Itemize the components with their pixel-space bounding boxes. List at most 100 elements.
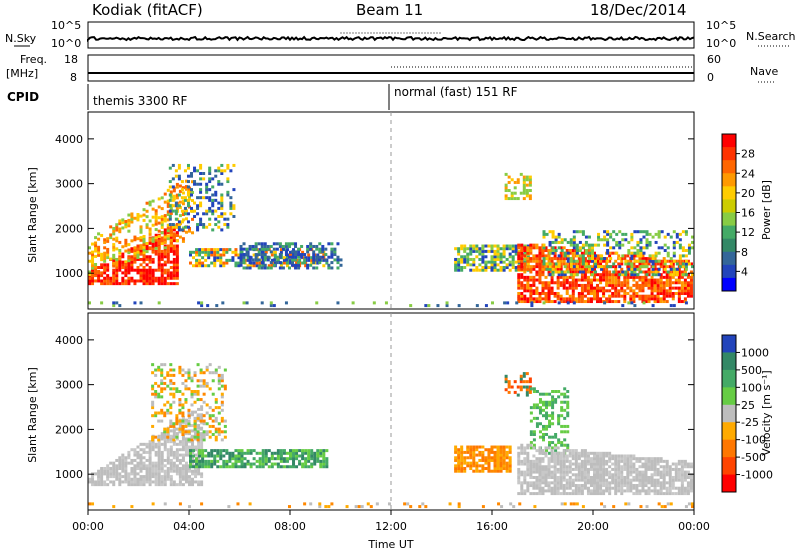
heatmap-cell [541, 286, 545, 290]
heatmap-cell [454, 458, 458, 462]
heatmap-cell [568, 451, 572, 455]
heatmap-cell [201, 250, 205, 254]
heatmap-cell [568, 286, 572, 290]
heatmap-cell [563, 273, 567, 277]
heatmap-cell [263, 255, 267, 259]
heatmap-cell [169, 373, 173, 377]
heatmap-cell [621, 238, 625, 242]
heatmap-cell [505, 266, 509, 270]
heatmap-cell [181, 218, 185, 222]
heatmap-cell [166, 213, 170, 217]
heatmap-cell [258, 261, 262, 265]
heatmap-cell [106, 268, 110, 272]
heatmap-cell [187, 469, 191, 473]
heatmap-cell [190, 435, 194, 439]
heatmap-cell [535, 254, 539, 258]
heatmap-cell [526, 278, 530, 282]
heatmap-cell [647, 283, 651, 287]
heatmap-cell [124, 222, 128, 226]
heatmap-cell [310, 256, 314, 260]
heatmap-cell [175, 193, 179, 197]
heatmap-cell [106, 475, 110, 479]
heatmap-cell [103, 266, 107, 270]
heatmap-cell [136, 472, 140, 476]
heatmap-cell [639, 505, 643, 509]
heatmap-cell [541, 465, 545, 469]
heatmap-cell [551, 235, 555, 239]
heatmap-cell [572, 243, 576, 247]
heatmap-cell [115, 276, 119, 280]
heatmap-cell [142, 282, 146, 286]
heatmap-cell [671, 265, 675, 269]
heatmap-cell [249, 264, 253, 268]
heatmap-cell [222, 264, 226, 268]
heatmap-cell [124, 225, 128, 229]
heatmap-cell [571, 462, 575, 466]
heatmap-cell [644, 465, 648, 469]
heatmap-cell [166, 450, 170, 454]
heatmap-cell [529, 259, 533, 263]
heatmap-cell [659, 470, 663, 474]
heatmap-cell [653, 257, 657, 261]
heatmap-cell [535, 278, 539, 282]
heatmap-cell [686, 289, 690, 293]
heatmap-cell [689, 291, 693, 295]
heatmap-cell [672, 230, 676, 234]
heatmap-cell [608, 492, 612, 496]
heatmap-cell [154, 445, 158, 449]
heatmap-cell [261, 462, 265, 466]
heatmap-cell [572, 273, 576, 277]
heatmap-cell [547, 270, 551, 274]
heatmap-cell [213, 457, 217, 461]
heatmap-cell [175, 469, 179, 473]
heatmap-cell [545, 262, 549, 266]
freq-left-tick-top: 18 [64, 53, 78, 66]
heatmap-cell [617, 489, 621, 493]
heatmap-cell [684, 265, 688, 269]
heatmap-cell [644, 257, 648, 261]
heatmap-cell [638, 459, 642, 463]
heatmap-cell [166, 249, 170, 253]
heatmap-cell [586, 262, 590, 266]
heatmap-cell [594, 265, 598, 269]
heatmap-cell [172, 252, 176, 256]
heatmap-cell [216, 459, 220, 463]
heatmap-cell [339, 258, 343, 262]
heatmap-cell [626, 459, 630, 463]
heatmap-cell [544, 246, 548, 250]
heatmap-cell [255, 465, 259, 469]
heatmap-cell [577, 262, 581, 266]
heatmap-cell [211, 419, 215, 423]
heatmap-cell [261, 454, 265, 458]
heatmap-cell [611, 281, 615, 285]
heatmap-cell [469, 450, 473, 454]
heatmap-cell [208, 424, 212, 428]
heatmap-cell [553, 294, 557, 298]
heatmap-cell [276, 451, 280, 455]
heatmap-cell [484, 255, 488, 259]
heatmap-cell [529, 443, 533, 447]
heatmap-cell [647, 457, 651, 461]
heatmap-cell [127, 259, 131, 263]
heatmap-cell [583, 481, 587, 485]
heatmap-cell [172, 429, 176, 433]
heatmap-cell [520, 300, 524, 304]
heatmap-cell [457, 458, 461, 462]
heatmap-cell [168, 217, 172, 221]
heatmap-cell [197, 483, 201, 487]
heatmap-cell [541, 267, 545, 271]
heatmap-cell [278, 253, 282, 257]
heatmap-cell [130, 469, 134, 473]
heatmap-cell [231, 258, 235, 262]
heatmap-cell [228, 451, 232, 455]
nave-label: Nave [750, 65, 778, 78]
heatmap-cell [554, 240, 558, 244]
heatmap-cell [659, 484, 663, 488]
heatmap-cell [225, 459, 229, 463]
heatmap-cell [550, 286, 554, 290]
heatmap-cell [163, 427, 167, 431]
heatmap-cell [493, 266, 497, 270]
heatmap-cell [520, 446, 524, 450]
heatmap-cell [562, 459, 566, 463]
heatmap-cell [475, 464, 479, 468]
